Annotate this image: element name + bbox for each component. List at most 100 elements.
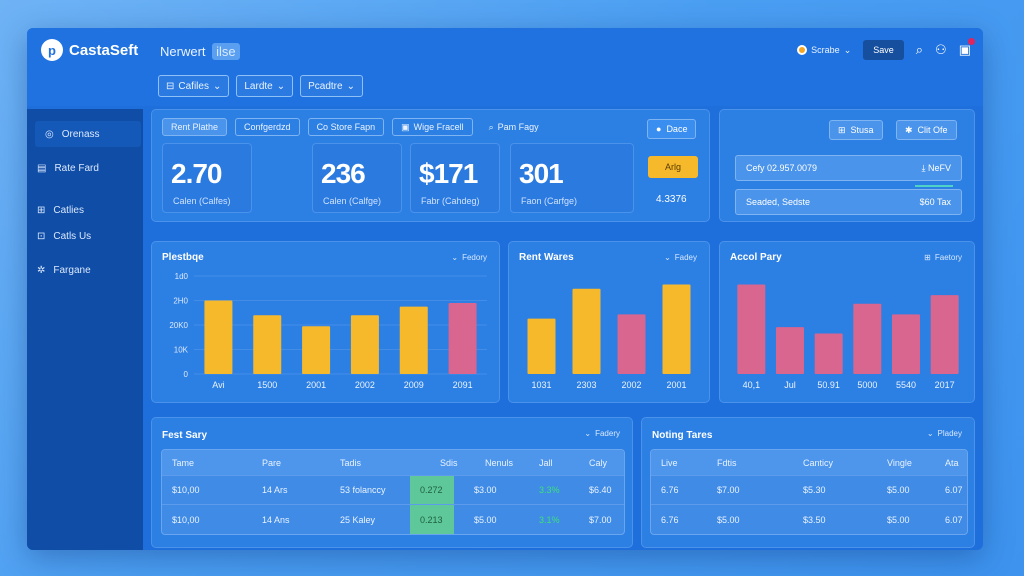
table-row[interactable]: 6.76 $7.00 $5.30 $5.00 6.07: [651, 476, 967, 505]
bar-2002[interactable]: [350, 315, 379, 374]
column-header[interactable]: Nenuls: [485, 457, 514, 468]
filter-dropdown-1[interactable]: ⊟ Cafiles ⌄: [158, 75, 230, 97]
search-icon[interactable]: ⌕: [915, 42, 924, 57]
y-tick-label: 2H0: [173, 297, 188, 306]
column-header[interactable]: Pare: [262, 457, 282, 468]
column-header[interactable]: Caly: [589, 457, 608, 468]
x-tick-label: 40,1: [743, 380, 761, 390]
column-header[interactable]: Tadis: [340, 457, 362, 468]
table-cell: $7.00: [589, 514, 612, 525]
edit-button[interactable]: ✱ Clit Ofe: [896, 120, 957, 140]
stats-tabs: Rent Plathe Confgerdzd Co Store Fapn ▣ W…: [162, 118, 547, 136]
bar-1500[interactable]: [253, 315, 282, 374]
user-icon[interactable]: ⚇: [935, 42, 947, 57]
bar-2303[interactable]: [572, 288, 601, 374]
kpi-card-2: 236 Calen (Calfge): [312, 143, 402, 213]
clipboard-icon: ⊡: [37, 230, 46, 242]
sidebar-item-fargane[interactable]: ✲ Fargane: [27, 257, 143, 283]
kpi-card-4: 301 Faon (Carfge): [510, 143, 634, 213]
x-tick-label: 2001: [306, 380, 326, 390]
alert-badge[interactable]: Arlg: [648, 156, 698, 178]
bar-50.91[interactable]: [814, 333, 843, 374]
table-panel-1: Fest Sary ⌄ Fadery Tame Pare Tadis Sdis N…: [151, 417, 633, 548]
chart-filter-button[interactable]: ⊞ Faetory: [924, 253, 962, 262]
sidebar-item-catls-us[interactable]: ⊡ Catls Us: [27, 223, 143, 249]
table-cell: 6.07: [945, 485, 963, 495]
column-header[interactable]: Fdtis: [717, 457, 737, 468]
table-row[interactable]: 6.76 $5.00 $3.50 $5.00 6.07: [651, 505, 967, 534]
sidebar-item-rate-fard[interactable]: ▤ Rate Fard: [27, 155, 143, 181]
column-header[interactable]: Ata: [945, 457, 959, 468]
table-cell: 6.76: [661, 514, 679, 525]
bar-chart-3: 40,1 Jul 50.91 5000 5540 2017: [737, 284, 959, 390]
table-row[interactable]: $10,00 14 Ans 25 Kaley 0.213 $5.00 3.1% …: [162, 505, 624, 534]
bar-5540[interactable]: [892, 314, 920, 374]
sidebar-item-label: Fargane: [53, 264, 91, 276]
y-tick-label: 10K: [174, 346, 189, 355]
chevron-down-icon: ⌄: [212, 80, 222, 92]
x-tick-label: Avi: [212, 380, 224, 390]
document-icon: ▤: [37, 162, 47, 174]
info-row-1[interactable]: Cefy 02.957.0079 ⤓ NeFV: [735, 155, 962, 181]
y-tick-label: 0: [184, 370, 189, 379]
folder-icon: ⊞: [37, 204, 46, 216]
chart-filter-button[interactable]: ⌄ Fedory: [451, 253, 487, 262]
table-filter-button[interactable]: ⌄ Fadery: [584, 429, 620, 438]
column-header[interactable]: Jall: [539, 457, 553, 468]
status-button[interactable]: ⊞ Stusa: [829, 120, 883, 140]
bar-40,1[interactable]: [737, 284, 766, 374]
kpi-label: Fabr (Cahdeg): [421, 196, 480, 206]
top-right-controls: Scrabe ⌄ Save ⌕ ⚇ ▣: [797, 38, 975, 60]
bar-2091[interactable]: [448, 302, 477, 374]
column-header[interactable]: Tame: [172, 457, 195, 468]
notification-icon[interactable]: ▣: [959, 38, 975, 58]
kpi-card-1: 2.70 Calen (Calfes): [162, 143, 252, 213]
filter-dropdown-2[interactable]: Lardte ⌄: [236, 75, 294, 97]
table-filter-button[interactable]: ⌄ Pladey: [927, 429, 962, 438]
bar-2001[interactable]: [302, 326, 331, 374]
bar-Jul[interactable]: [776, 327, 804, 374]
bar-2001[interactable]: [662, 284, 691, 374]
table-cell-highlight: 0.272: [410, 476, 454, 504]
x-tick-label: 2017: [935, 380, 955, 390]
bar-1031[interactable]: [527, 318, 556, 374]
bar-2017[interactable]: [930, 295, 959, 374]
bar-5000[interactable]: [853, 303, 882, 374]
column-header[interactable]: Sdis: [440, 457, 458, 468]
table-cell: $5.00: [887, 485, 910, 495]
table-row[interactable]: $10,00 14 Ars 53 folanccy 0.272 $3.00 3.…: [162, 476, 624, 505]
table-cell: $3.50: [803, 514, 826, 525]
table-title: Fest Sary: [162, 430, 208, 441]
chart-title: Rent Wares: [519, 252, 574, 263]
tab-configured[interactable]: Confgerdzd: [235, 118, 300, 136]
chart-title: Accol Pary: [730, 252, 782, 263]
bar-2009[interactable]: [399, 306, 428, 374]
profile-menu[interactable]: Scrabe ⌄: [797, 45, 851, 56]
save-button[interactable]: Save: [863, 40, 904, 60]
sidebar-item-orenass[interactable]: ◎ Orenass: [35, 121, 141, 147]
chart-action-label: Faetory: [934, 253, 962, 262]
chart-filter-button[interactable]: ⌄ Fadey: [664, 253, 697, 262]
bar-Avi[interactable]: [204, 300, 233, 375]
tab-pam-fagy[interactable]: ⌕ Pam Fagy: [481, 118, 547, 136]
status-button-label: Stusa: [850, 125, 874, 135]
info-row-2[interactable]: Seaded, Sedste $60 Tax: [735, 189, 962, 215]
table-panel-2: Noting Tares ⌄ Pladey Live Fdtis Canticy …: [641, 417, 975, 548]
done-button[interactable]: ● Dace: [647, 119, 697, 139]
column-header[interactable]: Canticy: [803, 457, 834, 468]
info-row-right: ⤓ NeFV: [921, 163, 951, 174]
avatar: [797, 45, 808, 55]
kpi-value: 236: [321, 158, 366, 189]
sidebar-item-catlies[interactable]: ⊞ Catlies: [27, 197, 143, 223]
tab-wige[interactable]: ▣ Wige Fracell: [392, 118, 473, 136]
filter-dropdown-3[interactable]: Pcadtre ⌄: [300, 75, 363, 97]
brand[interactable]: p CastaSeft: [41, 39, 138, 61]
bar-2002[interactable]: [617, 314, 646, 374]
settings-icon: ✱: [905, 124, 913, 135]
tab-rent-plathe[interactable]: Rent Plathe: [162, 118, 228, 136]
tab-store[interactable]: Co Store Fapn: [307, 118, 385, 136]
table-cell: $3.00: [474, 485, 497, 495]
column-header[interactable]: Live: [661, 457, 678, 468]
column-header[interactable]: Vingle: [887, 457, 912, 468]
table-cell: $10,00: [172, 514, 200, 525]
